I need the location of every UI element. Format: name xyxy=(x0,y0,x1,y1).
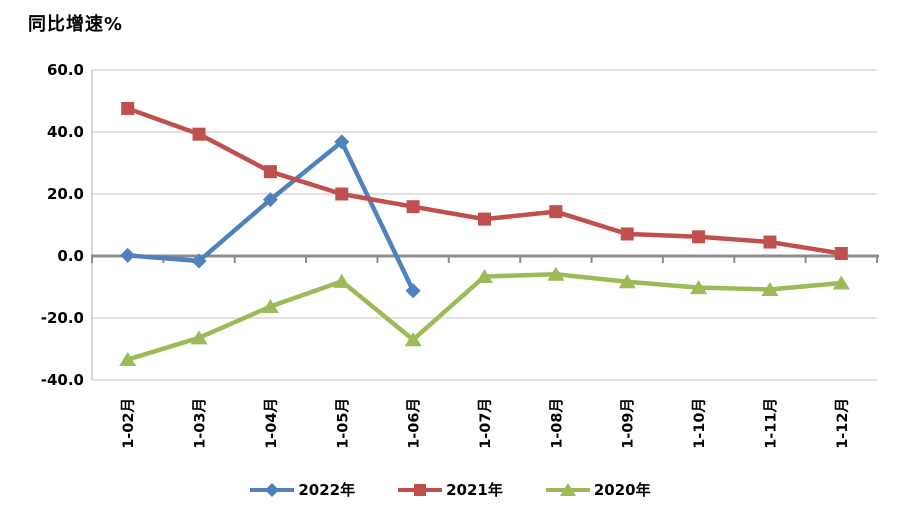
legend-label: 2020年 xyxy=(593,481,651,499)
series-marker-2020年 xyxy=(190,330,208,345)
series-marker-2022年 xyxy=(120,247,136,263)
series-marker-2020年 xyxy=(261,299,279,314)
series-marker-2021年 xyxy=(763,235,777,249)
x-axis-tick-label: 1-07月 xyxy=(477,398,494,449)
y-axis-tick-label: -20.0 xyxy=(41,309,84,327)
series-marker-2020年 xyxy=(547,266,565,281)
series-marker-2020年 xyxy=(618,274,636,289)
series-marker-2021年 xyxy=(834,247,848,261)
legend-item-2021年: 2021年 xyxy=(397,479,503,500)
legend-marker-triangle-icon xyxy=(545,482,590,496)
series-marker-2020年 xyxy=(476,268,493,283)
series-marker-2022年 xyxy=(334,134,350,150)
series-marker-2022年 xyxy=(405,283,421,299)
series-marker-2022年 xyxy=(191,253,207,269)
series-marker-2020年 xyxy=(832,275,850,290)
chart-title: 同比增速% xyxy=(28,14,124,35)
x-axis-tick-label: 1-10月 xyxy=(691,398,708,449)
legend-label: 2021年 xyxy=(446,481,503,499)
x-axis-tick-label: 1-09月 xyxy=(620,398,637,449)
series-marker-2021年 xyxy=(549,205,563,219)
series-marker-2020年 xyxy=(119,352,137,367)
y-axis-tick-label: 20.0 xyxy=(47,185,84,203)
series-marker-2021年 xyxy=(478,212,491,226)
series-marker-2021年 xyxy=(192,127,206,141)
x-axis-tick-label: 1-06月 xyxy=(406,398,423,449)
line-chart-plot: 60.0 40.0 20.0 0.0 -20.0 -40.0 1-02月 1-03月 1-04月… xyxy=(41,61,879,449)
legend-marker-square-icon xyxy=(398,483,443,496)
legend-marker-diamond-icon xyxy=(250,482,295,497)
series-marker-2022年 xyxy=(262,192,278,208)
legend-label: 2022年 xyxy=(298,481,356,499)
series-marker-2020年 xyxy=(690,280,708,295)
series-marker-2021年 xyxy=(620,227,634,241)
series-marker-2021年 xyxy=(335,187,349,201)
y-axis-tick-label: -40.0 xyxy=(41,371,84,389)
series-line-2020年 xyxy=(125,272,844,362)
y-axis-tick-label: 40.0 xyxy=(47,123,84,141)
x-axis-tick-label: 1-03月 xyxy=(192,398,209,449)
legend-item-2022年: 2022年 xyxy=(249,479,355,500)
series-marker-2020年 xyxy=(404,332,422,347)
x-axis-tick-label: 1-02月 xyxy=(120,398,137,449)
series-marker-2021年 xyxy=(121,101,135,115)
x-axis-tick-label: 1-05月 xyxy=(334,398,351,449)
series-marker-2021年 xyxy=(406,200,420,214)
series-marker-2020年 xyxy=(333,273,351,288)
series-marker-2020年 xyxy=(761,281,779,296)
series-marker-2021年 xyxy=(692,230,706,244)
x-axis-tick-label: 1-11月 xyxy=(762,398,779,449)
y-axis-tick-label: 0.0 xyxy=(57,247,84,265)
x-axis-tick-label: 1-04月 xyxy=(263,398,280,449)
x-axis-tick-label: 1-08月 xyxy=(548,398,565,449)
chart-legend: 2022年 2021年 2020年 xyxy=(0,479,900,500)
series-marker-2021年 xyxy=(263,165,277,179)
x-axis-tick-label: 1-12月 xyxy=(834,398,851,449)
series-line-2022年 xyxy=(125,139,416,293)
y-axis-tick-label: 60.0 xyxy=(47,61,84,79)
legend-item-2020年: 2020年 xyxy=(545,479,651,500)
